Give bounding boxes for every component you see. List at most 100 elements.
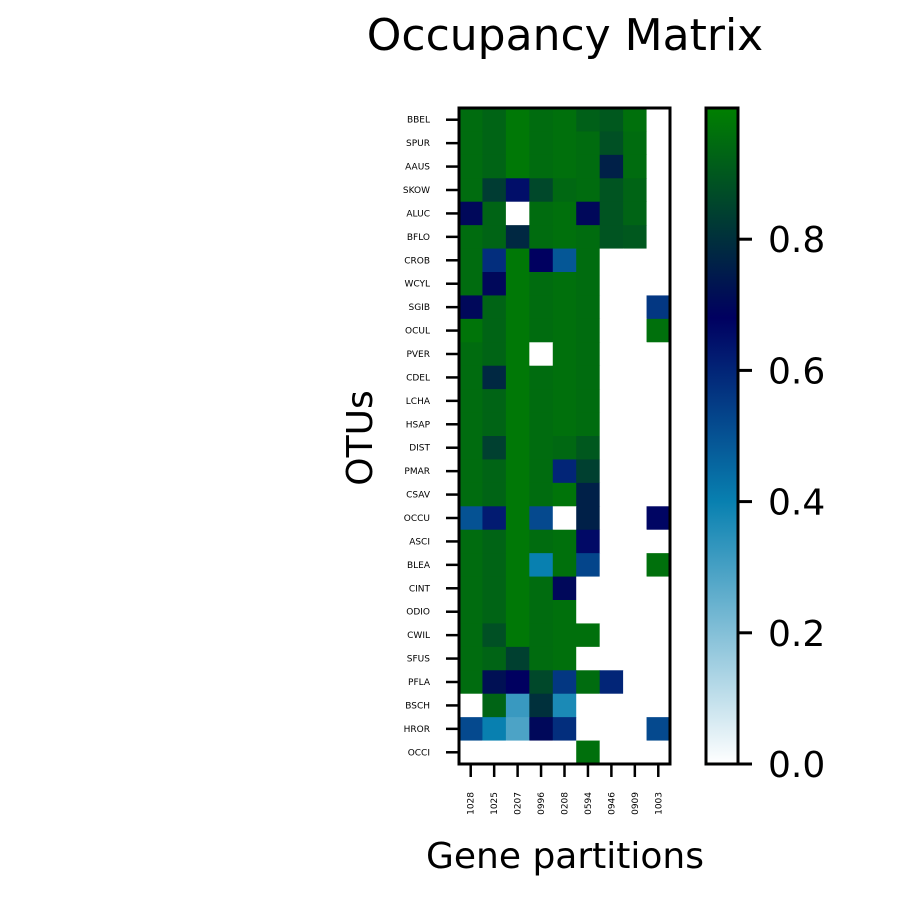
heatmap-cell	[623, 318, 648, 343]
heatmap-cell	[646, 108, 671, 132]
heatmap-cell	[482, 178, 507, 203]
x-tick-label: 1028	[467, 792, 477, 815]
heatmap-cell	[529, 201, 554, 226]
heatmap-cell	[576, 248, 601, 273]
y-axis-label: OTUs	[340, 390, 381, 485]
heatmap-cell	[599, 459, 624, 484]
y-tick-label: BSCH	[405, 701, 430, 711]
heatmap-cell	[599, 272, 624, 296]
heatmap-cell	[529, 506, 554, 531]
heatmap-cell	[646, 201, 671, 226]
heatmap-cell	[529, 248, 554, 273]
heatmap-cell	[576, 646, 601, 671]
heatmap-cell	[646, 365, 671, 390]
heatmap-cell	[459, 342, 483, 367]
heatmap-cell	[505, 436, 530, 460]
y-tick-label: ALUC	[406, 209, 430, 219]
x-tick-label: 1003	[654, 792, 664, 815]
heatmap-cell	[482, 412, 507, 437]
x-tick-label: 0996	[537, 792, 547, 815]
heatmap-cell	[599, 623, 624, 648]
heatmap-cell	[505, 318, 530, 343]
heatmap-cell	[623, 553, 648, 578]
heatmap-cell	[599, 740, 624, 765]
y-tick-label: OCUL	[405, 327, 430, 337]
heatmap-cell	[482, 459, 507, 484]
heatmap-cell	[459, 389, 483, 414]
heatmap-cell	[505, 529, 530, 554]
heatmap-cell	[505, 342, 530, 367]
y-tick-label: SPUR	[406, 139, 430, 149]
heatmap-cell	[482, 600, 507, 624]
heatmap-cell	[576, 295, 601, 320]
heatmap-cell	[576, 693, 601, 718]
heatmap-cell	[576, 154, 601, 179]
heatmap-cell	[505, 623, 530, 648]
heatmap-cell	[576, 576, 601, 601]
heatmap-cell	[482, 623, 507, 648]
heatmap-cell	[623, 436, 648, 460]
heatmap-cell	[505, 600, 530, 624]
y-tick-label: SFUS	[407, 655, 430, 665]
heatmap-cell	[599, 131, 624, 156]
heatmap-cell	[646, 553, 671, 578]
y-tick-label: ASCI	[409, 537, 430, 547]
heatmap-cell	[552, 248, 577, 273]
heatmap-cell	[482, 740, 507, 765]
heatmap-cell	[646, 248, 671, 273]
y-tick-label: DIST	[409, 444, 430, 454]
heatmap-cell	[599, 646, 624, 671]
y-tick-label: LCHA	[406, 397, 431, 407]
heatmap-cell	[646, 576, 671, 601]
heatmap-cell	[529, 529, 554, 554]
heatmap-cell	[482, 154, 507, 179]
heatmap-cell	[529, 342, 554, 367]
heatmap-cell	[646, 178, 671, 203]
heatmap-cell	[576, 389, 601, 414]
heatmap-cell	[505, 412, 530, 437]
colorbar-tick-label: 0.2	[768, 614, 825, 655]
heatmap-cell	[576, 225, 601, 250]
colorbar-tick-label: 0.0	[768, 745, 825, 786]
heatmap-cell	[482, 272, 507, 296]
heatmap-cell	[646, 225, 671, 250]
heatmap-cell	[599, 154, 624, 179]
x-axis-ticks: 1028 1025 0207 0996 0208 0594 0946 0909 1003	[467, 764, 664, 815]
heatmap-cell	[459, 225, 483, 250]
heatmap-cell	[459, 693, 483, 718]
heatmap-cell	[646, 529, 671, 554]
heatmap-cell	[529, 482, 554, 507]
heatmap-cell	[599, 693, 624, 718]
heatmap-cell	[576, 436, 601, 460]
heatmap-cell	[459, 436, 483, 460]
heatmap-cell	[646, 272, 671, 296]
heatmap-cell	[599, 248, 624, 273]
y-tick-label: CINT	[409, 584, 431, 594]
heatmap-cell	[599, 318, 624, 343]
heatmap-cell	[552, 529, 577, 554]
heatmap-cell	[459, 365, 483, 390]
heatmap-cell	[552, 576, 577, 601]
heatmap-cell	[459, 600, 483, 624]
heatmap-cell	[482, 693, 507, 718]
heatmap-cell	[505, 108, 530, 132]
heatmap-cell	[552, 389, 577, 414]
heatmap-cell	[599, 225, 624, 250]
y-tick-label: OCCU	[404, 514, 430, 524]
heatmap-cell	[482, 576, 507, 601]
heatmap-cell	[599, 576, 624, 601]
heatmap-cell	[623, 670, 648, 695]
heatmap-cell	[646, 717, 671, 742]
heatmap-cell	[529, 717, 554, 742]
heatmap-cell	[552, 506, 577, 531]
y-tick-label: SGIB	[408, 303, 430, 313]
heatmap-cell	[552, 295, 577, 320]
heatmap-cell	[646, 154, 671, 179]
heatmap-cell	[505, 459, 530, 484]
heatmap-cell	[576, 623, 601, 648]
heatmap-cell	[623, 201, 648, 226]
heatmap-cell	[646, 600, 671, 624]
heatmap-cell	[646, 342, 671, 367]
heatmap-cell	[505, 295, 530, 320]
heatmap-cell	[576, 131, 601, 156]
